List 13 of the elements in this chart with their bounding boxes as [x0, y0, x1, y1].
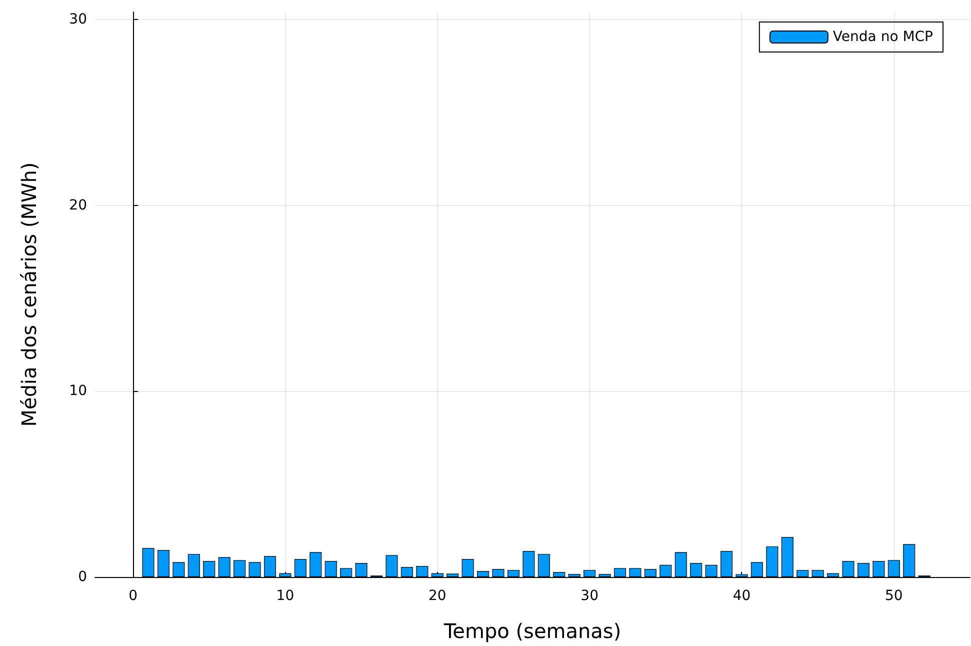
x-tick-label: 50	[885, 588, 903, 604]
y-axis-title: Média dos cenários (MWh)	[17, 162, 41, 427]
x-axis-title: Tempo (semanas)	[442, 619, 622, 643]
y-tick-label: 20	[69, 197, 87, 214]
y-tick-label: 30	[69, 11, 87, 28]
x-tick-label: 30	[580, 588, 598, 604]
y-tick-label: 0	[78, 569, 87, 585]
x-tick-label: 40	[732, 588, 751, 604]
x-tick-label: 10	[276, 588, 294, 604]
y-tick-label: 10	[69, 383, 87, 400]
x-tick-label: 0	[128, 588, 138, 604]
x-tick-label: 20	[428, 588, 446, 604]
legend-label: Venda no MCP	[832, 29, 933, 45]
